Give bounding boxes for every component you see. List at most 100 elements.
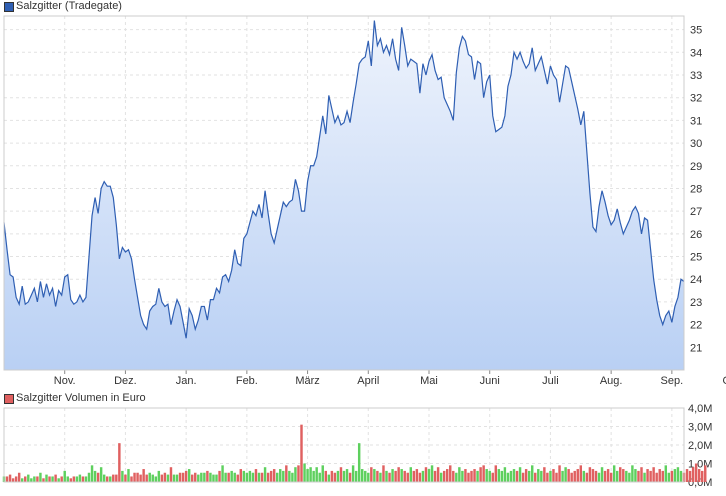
volume-bar	[303, 463, 306, 482]
volume-bar	[701, 470, 704, 482]
volume-bar	[206, 470, 209, 482]
volume-bar	[330, 470, 334, 482]
volume-bar	[291, 472, 294, 482]
volume-bar	[33, 476, 36, 482]
price-x-tick-label: Nov.	[54, 375, 76, 387]
volume-bar	[619, 467, 622, 482]
volume-bar	[148, 472, 151, 482]
volume-bar	[543, 467, 546, 482]
volume-bar	[309, 467, 312, 482]
volume-bar	[697, 469, 701, 482]
volume-bar	[318, 472, 321, 482]
price-y-tick-label: 34	[690, 47, 702, 59]
price-area	[4, 20, 684, 370]
volume-bar	[488, 470, 491, 482]
volume-y-tick-label: 4,0M	[688, 403, 712, 415]
volume-chart: 0,0M1,0M2,0M3,0M4,0M	[2, 403, 712, 489]
volume-bar	[294, 467, 297, 482]
price-x-tick-label: Okt.	[722, 375, 726, 387]
volume-bar	[102, 474, 106, 482]
volume-bar	[637, 470, 640, 482]
volume-bar	[385, 470, 388, 482]
price-x-tick-label: Jan.	[176, 375, 197, 387]
volume-bar	[652, 467, 655, 482]
volume-bar	[112, 474, 115, 482]
price-x-tick-label: April	[357, 375, 379, 387]
volume-bar	[269, 470, 273, 482]
volume-bar	[367, 472, 370, 482]
volume-bar	[500, 470, 504, 482]
volume-bar	[512, 469, 516, 482]
volume-bar	[458, 467, 461, 482]
price-y-tick-label: 31	[690, 115, 702, 127]
volume-bar	[415, 469, 419, 482]
volume-bar	[215, 474, 218, 482]
volume-bar	[473, 469, 476, 482]
volume-bar	[549, 470, 552, 482]
price-line	[3, 20, 685, 339]
price-y-tick-label: 26	[690, 229, 702, 241]
volume-bar	[506, 472, 510, 482]
volume-bar	[27, 474, 30, 482]
volume-bar	[339, 467, 343, 482]
volume-bar	[245, 472, 249, 482]
volume-bar	[133, 472, 136, 482]
volume-bar	[691, 467, 695, 482]
volume-bar	[60, 476, 63, 482]
volume-bar	[555, 472, 558, 482]
volume-bar	[491, 472, 494, 482]
volume-bar	[579, 465, 583, 482]
volume-bar	[178, 472, 182, 482]
volume-bar	[606, 469, 610, 482]
price-y-tick-label: 23	[690, 297, 702, 309]
price-y-tick-label: 22	[690, 320, 702, 332]
volume-bar	[658, 469, 661, 482]
volume-bar	[333, 472, 337, 482]
volume-bar	[324, 470, 328, 482]
volume-bar	[409, 467, 413, 482]
volume-bar	[603, 470, 607, 482]
volume-bar	[594, 470, 598, 482]
volume-bar	[439, 472, 443, 482]
price-x-tick-label: Juli	[542, 375, 559, 387]
volume-bar	[130, 476, 133, 482]
volume-bar	[106, 476, 109, 482]
volume-bar	[461, 470, 464, 482]
volume-bar	[81, 476, 85, 482]
volume-bar	[373, 469, 376, 482]
volume-bar	[45, 474, 48, 482]
volume-bar	[527, 470, 531, 482]
volume-bar	[558, 465, 561, 482]
volume-bar	[260, 472, 264, 482]
volume-bar	[455, 472, 458, 482]
volume-bar	[124, 474, 127, 482]
volume-bar	[631, 465, 634, 482]
volume-bar	[421, 470, 425, 482]
volume-bar	[661, 470, 664, 482]
volume-bar	[109, 476, 112, 482]
volume-bar	[233, 472, 236, 482]
volume-bar	[685, 469, 689, 482]
volume-bar	[306, 469, 309, 482]
volume-bar	[197, 474, 200, 482]
volume-legend-swatch	[4, 394, 14, 404]
volume-bar	[430, 465, 434, 482]
volume-bar	[688, 470, 692, 482]
volume-bar	[172, 474, 176, 482]
volume-bar	[379, 472, 382, 482]
volume-bar	[436, 467, 440, 482]
price-y-tick-label: 30	[690, 138, 702, 150]
volume-bar	[72, 476, 76, 482]
price-x-tick-label: März	[295, 375, 319, 387]
price-chart: 21 22 23 24 25 26 27 28 29 30 31 32 33 34 35 Nov. Dez. Ja…	[3, 15, 726, 387]
volume-bar	[17, 472, 21, 482]
volume-bar	[99, 467, 103, 482]
volume-bar	[391, 469, 394, 482]
volume-bar	[257, 472, 261, 482]
volume-bar	[75, 476, 79, 482]
volume-bar	[591, 469, 595, 482]
volume-bar	[616, 470, 619, 482]
volume-bar	[212, 474, 215, 482]
volume-bar	[515, 470, 519, 482]
volume-bar	[424, 467, 428, 482]
